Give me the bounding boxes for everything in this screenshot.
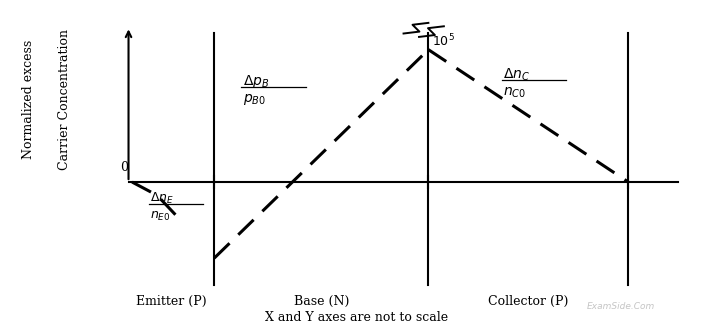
- Text: 0: 0: [121, 161, 129, 174]
- Text: $\Delta n_C$: $\Delta n_C$: [503, 66, 531, 83]
- Text: $\Delta p_B$: $\Delta p_B$: [243, 72, 269, 90]
- Text: $n_{E0}$: $n_{E0}$: [150, 210, 171, 223]
- Text: Carrier Concentration: Carrier Concentration: [58, 29, 71, 170]
- Text: $10^5$: $10^5$: [432, 33, 455, 50]
- Text: Collector (P): Collector (P): [488, 295, 568, 308]
- Text: Base (N): Base (N): [293, 295, 349, 308]
- Text: $n_{C0}$: $n_{C0}$: [503, 85, 526, 100]
- Text: $\Delta n_E$: $\Delta n_E$: [150, 191, 174, 206]
- Text: Emitter (P): Emitter (P): [136, 295, 206, 308]
- Text: $p_{B0}$: $p_{B0}$: [243, 92, 266, 107]
- Text: X and Y axes are not to scale: X and Y axes are not to scale: [266, 311, 448, 324]
- Text: ExamSide.Com: ExamSide.Com: [587, 302, 655, 311]
- Text: Normalized excess: Normalized excess: [22, 40, 35, 159]
